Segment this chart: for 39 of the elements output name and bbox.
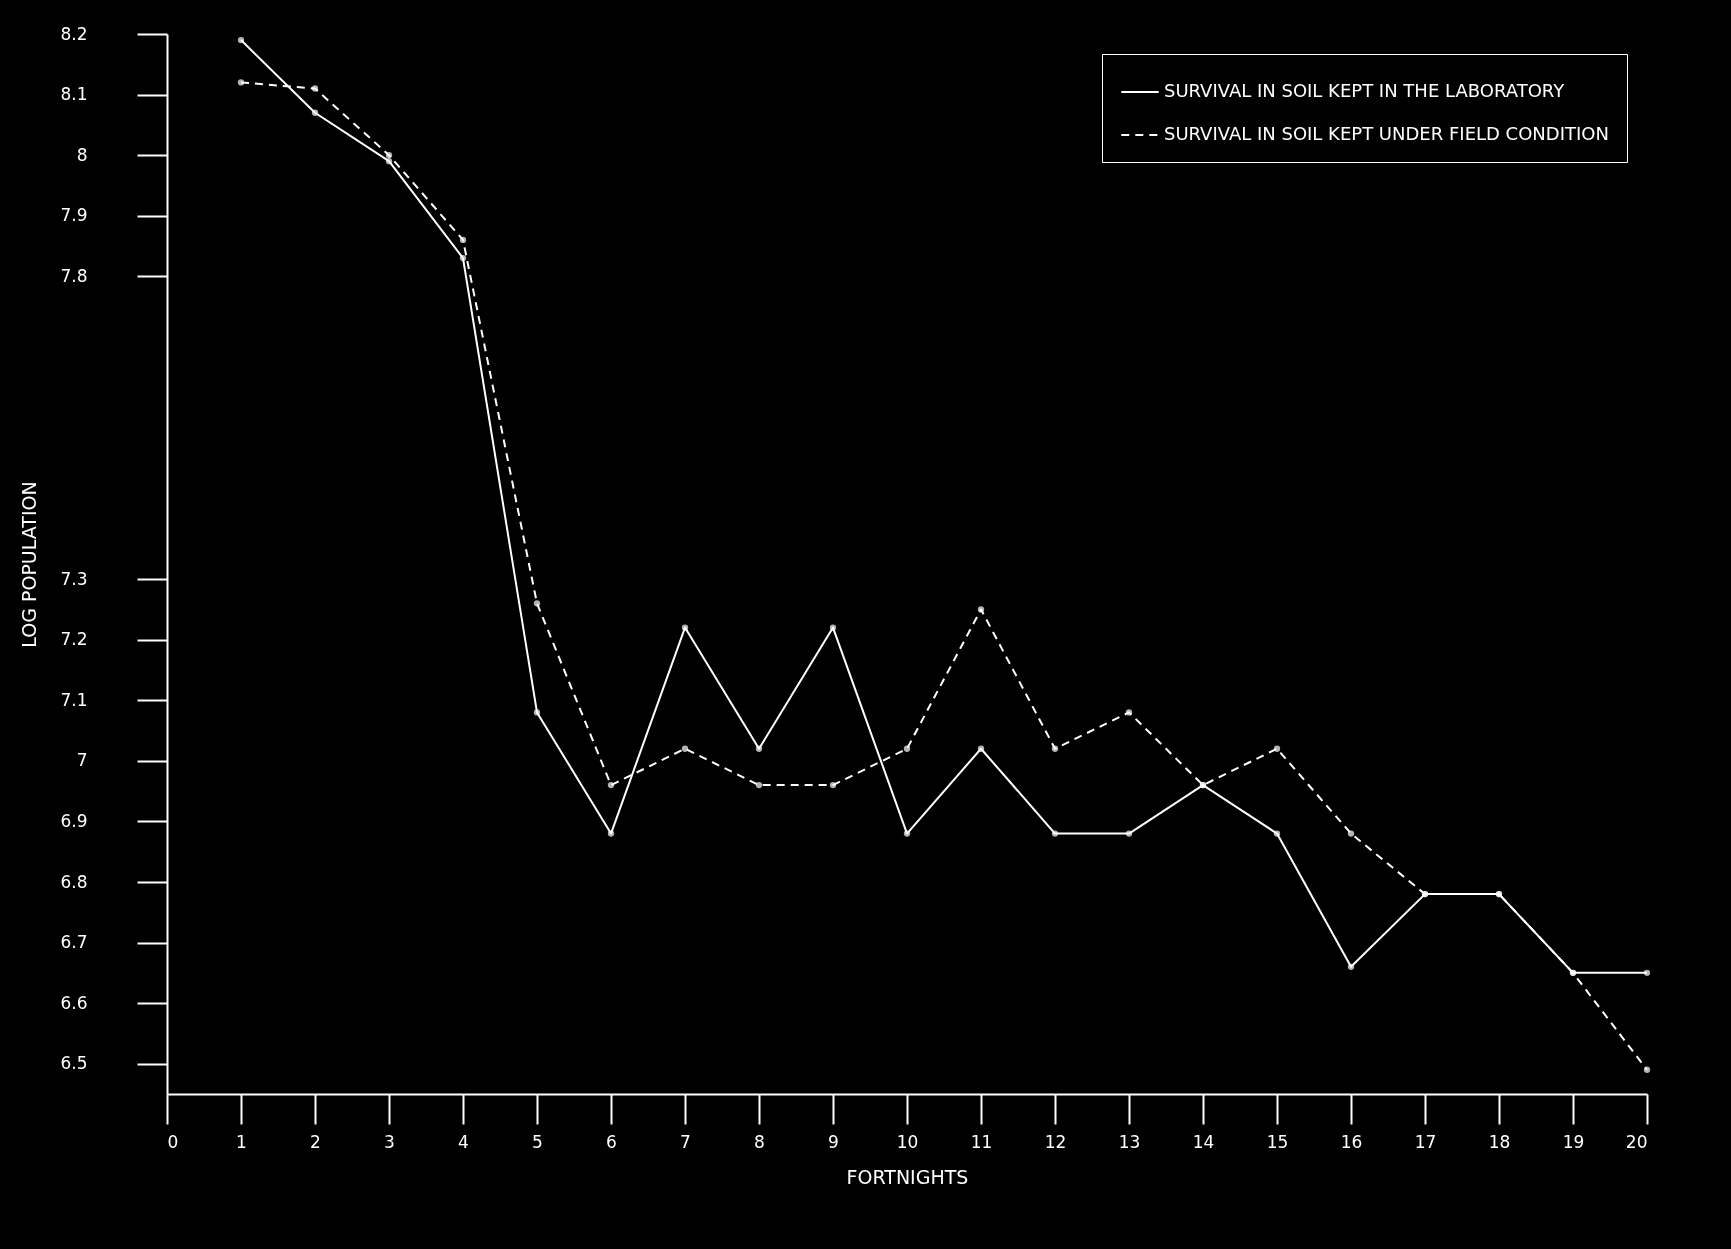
x-tick-label: 7 (680, 1131, 691, 1152)
x-tick-label: 19 (1562, 1131, 1585, 1152)
x-tick-label: 3 (384, 1131, 395, 1152)
y-tick-label: 6.7 (60, 932, 88, 953)
x-tick-label: 12 (1044, 1131, 1067, 1152)
x-tick-label: 6 (606, 1131, 617, 1152)
x-tick-label: 13 (1118, 1131, 1141, 1152)
y-tick-label: 7.9 (60, 205, 88, 226)
y-tick-label: 6.6 (60, 992, 88, 1013)
y-tick-label: 7.8 (60, 265, 88, 286)
y-tick-label: 7.2 (60, 629, 88, 650)
y-tick-label: 7.3 (60, 568, 88, 589)
y-tick-label: 6.5 (60, 1053, 88, 1074)
y-tick-label: 8 (76, 144, 88, 165)
x-tick-label: 14 (1192, 1131, 1215, 1152)
x-tick-label: 10 (896, 1131, 919, 1152)
y-tick-label: 6.9 (60, 810, 88, 831)
x-axis-title: FORTNIGHTS (846, 1165, 969, 1188)
x-tick-label: 18 (1488, 1131, 1511, 1152)
y-tick-label: 8.2 (60, 23, 88, 44)
x-tick-label: 2 (310, 1131, 321, 1152)
x-tick-label: 4 (458, 1131, 469, 1152)
x-tick-label: 5 (532, 1131, 543, 1152)
y-axis-title: LOG POPULATION (18, 481, 41, 648)
x-tick-label: 1 (236, 1131, 247, 1152)
x-tick-label: 15 (1266, 1131, 1289, 1152)
x-tick-label: 16 (1340, 1131, 1363, 1152)
y-tick-label: 7 (76, 750, 88, 771)
x-tick-label: 17 (1414, 1131, 1437, 1152)
legend-label: SURVIVAL IN SOIL KEPT IN THE LABORATORY (1164, 80, 1566, 101)
x-tick-label: 11 (970, 1131, 993, 1152)
x-tick-label: 8 (754, 1131, 765, 1152)
y-tick-label: 8.1 (60, 84, 88, 105)
x-tick-label: 20 (1625, 1131, 1648, 1152)
y-tick-label: 6.8 (60, 871, 88, 892)
x-tick-label: 9 (828, 1131, 839, 1152)
y-tick-label: 7.1 (60, 689, 88, 710)
legend-label: SURVIVAL IN SOIL KEPT UNDER FIELD CONDITION (1164, 123, 1609, 144)
x-tick-label: 0 (167, 1131, 179, 1152)
